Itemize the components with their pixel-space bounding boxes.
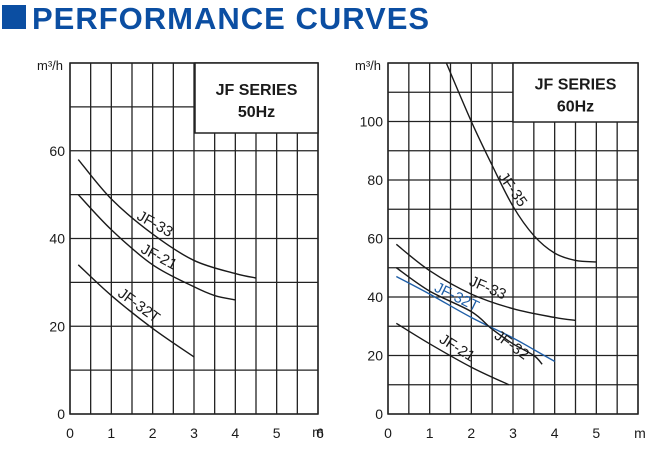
series-line-jf-32t <box>77 264 195 358</box>
legend-frame <box>194 62 319 134</box>
series-label-jf-35: JF-35 <box>495 169 531 210</box>
chart-subtitle: 60Hz <box>557 99 594 116</box>
legend-box: JF SERIES 60Hz <box>512 62 639 123</box>
y-tick-label: 100 <box>360 114 384 130</box>
x-tick-label: 3 <box>509 425 517 441</box>
x-tick-label: 2 <box>467 425 475 441</box>
y-axis-label: m³/h <box>37 58 63 73</box>
series-line-jf-21 <box>77 194 236 301</box>
x-tick-label: 5 <box>273 425 281 441</box>
chart-title: JF SERIES <box>216 82 298 99</box>
x-tick-label: 0 <box>384 425 392 441</box>
x-tick-label: 6 <box>316 425 324 441</box>
x-tick-label: 1 <box>107 425 115 441</box>
x-tick-label: 4 <box>231 425 239 441</box>
x-tick-label: 4 <box>551 425 559 441</box>
x-tick-label: 3 <box>190 425 198 441</box>
y-tick-label: 40 <box>49 231 65 247</box>
chart-subtitle: 50Hz <box>238 104 275 121</box>
legend-frame <box>512 62 639 123</box>
legend-box: JF SERIES 50Hz <box>194 62 319 134</box>
page-header: PERFORMANCE CURVES <box>0 0 650 38</box>
series-line-jf-32 <box>395 267 543 365</box>
header-square-mark <box>2 5 26 29</box>
x-axis-label: m <box>312 424 324 440</box>
series-label-jf-32t: JF-32T <box>115 285 163 327</box>
x-tick-label: 5 <box>592 425 600 441</box>
y-tick-label: 40 <box>367 289 383 305</box>
y-tick-label: 60 <box>367 231 383 247</box>
y-tick-label: 60 <box>49 143 65 159</box>
series-line-jf-33 <box>395 243 576 322</box>
y-tick-label: 80 <box>367 172 383 188</box>
series-line-jf-33 <box>77 159 257 279</box>
y-tick-label: 0 <box>375 406 383 422</box>
page-title: PERFORMANCE CURVES <box>32 1 431 36</box>
plot-frame <box>69 62 319 415</box>
x-tick-label: 0 <box>66 425 74 441</box>
x-tick-label: m <box>634 425 646 441</box>
series-line-jf-21 <box>395 322 510 386</box>
series-line-jf-35 <box>445 62 597 263</box>
y-tick-label: 0 <box>57 406 65 422</box>
chart-title: JF SERIES <box>535 77 617 94</box>
x-tick-label: 2 <box>149 425 157 441</box>
y-tick-label: 20 <box>49 318 65 334</box>
grid <box>69 62 319 415</box>
x-tick-label: 1 <box>426 425 434 441</box>
series-line-jf-32t <box>396 275 556 362</box>
chart-2: JF SERIES 60Hz 0 20 40 60 80 100 0 1 2 3 4 5 m m³/h JF-3… <box>355 58 646 441</box>
series-label-jf-32: JF-32 <box>491 327 532 363</box>
y-tick-label: 20 <box>367 348 383 364</box>
y-axis-label: m³/h <box>355 58 381 73</box>
